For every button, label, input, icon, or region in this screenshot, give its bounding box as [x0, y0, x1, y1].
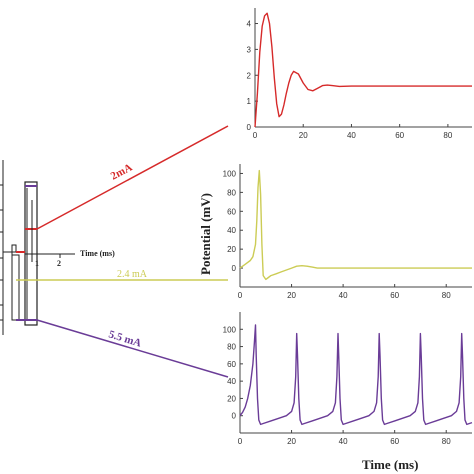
x-tick-label: 40	[339, 437, 348, 446]
y-tick-label: 2	[247, 71, 252, 80]
y-tick-label: 40	[227, 377, 236, 386]
schematic-bracket-left	[11, 254, 20, 321]
x-tick-label: 0	[253, 131, 258, 140]
y-tick-label: 20	[227, 394, 236, 403]
label-2-4mA: 2.4 mA	[117, 269, 148, 280]
schematic-trace-outline	[3, 244, 17, 321]
series-line-red	[254, 12, 472, 128]
y-tick-label: 80	[227, 188, 236, 197]
x-tick-label: 20	[299, 131, 308, 140]
y-tick-label: 0	[232, 264, 237, 273]
x-tick-label: 80	[442, 437, 451, 446]
y-tick-label: 4	[247, 20, 252, 29]
plot-middle: 0 20 40 60 80 0 20 40 60 80 100	[223, 164, 472, 300]
y-tick-label: 20	[227, 245, 236, 254]
inset-xlabel: Time (ms)	[80, 249, 115, 258]
y-tick-label: 0	[232, 412, 237, 421]
plot-bottom: 0 20 40 60 80 0 20 40 60 80 100	[223, 312, 473, 446]
x-tick-label: 80	[442, 291, 451, 300]
shared-ylabel: Potential (mV)	[198, 193, 213, 275]
left-schematic: 1 2 Time (ms) 2mA 2.4 mA 5.5 mA	[0, 125, 229, 378]
y-tick-label: 100	[223, 325, 237, 334]
label-2mA: 2mA	[109, 161, 135, 182]
x-tick-label: 0	[238, 437, 243, 446]
y-tick-label: 0	[247, 123, 252, 132]
y-tick-label: 80	[227, 343, 236, 352]
y-tick-label: 1	[247, 97, 252, 106]
y-tick-label: 100	[223, 169, 237, 178]
x-tick-label: 0	[238, 291, 243, 300]
x-tick-label: 20	[287, 291, 296, 300]
y-tick-label: 60	[227, 360, 236, 369]
shared-xlabel: Time (ms)	[362, 457, 418, 472]
y-tick-label: 40	[227, 226, 236, 235]
y-tick-label: 60	[227, 207, 236, 216]
red-ramp-line	[36, 125, 229, 230]
x-tick-label: 40	[347, 131, 356, 140]
x-tick-label: 60	[390, 291, 399, 300]
series-line-yellow	[239, 169, 472, 281]
x-tick-label: 60	[395, 131, 404, 140]
x-tick-label: 80	[443, 131, 452, 140]
x-tick-label: 20	[287, 437, 296, 446]
purple-ramp-line	[36, 319, 229, 378]
inset-tick-label-1: 1	[35, 259, 39, 268]
x-tick-label: 40	[339, 291, 348, 300]
series-line-purple	[239, 324, 473, 426]
y-tick-label: 3	[247, 45, 252, 54]
inset-tick-label-2: 2	[57, 259, 61, 268]
plot-top: 0 20 40 60 80 0 1 2 3 4	[247, 8, 472, 140]
x-tick-label: 60	[390, 437, 399, 446]
